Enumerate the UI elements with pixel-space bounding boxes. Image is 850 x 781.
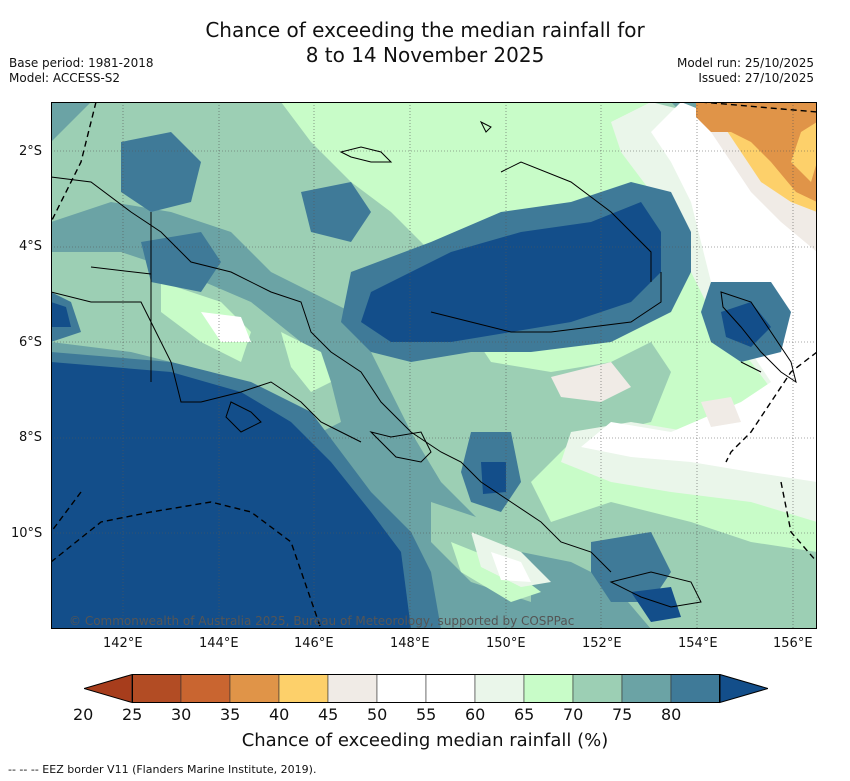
colorbar-tick-label: 50 (367, 705, 388, 724)
colorbar-tick-label: 30 (171, 705, 192, 724)
colorbar-tick-label: 20 (73, 705, 94, 724)
colorbar-tick-label: 45 (318, 705, 339, 724)
colorbar-cell (278, 674, 329, 703)
colorbar-cell (523, 674, 574, 703)
region-80-c (51, 302, 71, 327)
lon-label-142e: 142°E (103, 636, 143, 651)
lon-label-148e: 148°E (390, 636, 430, 651)
region-80-e (481, 462, 506, 494)
colorbar-cell (425, 674, 476, 703)
region-60-c (281, 332, 331, 392)
region-80-b (51, 362, 411, 629)
region-75-g (591, 532, 671, 602)
lon-label-154e: 154°E (678, 636, 718, 651)
colorbar-frame (132, 674, 720, 703)
region-75-d (121, 132, 201, 212)
region-30 (696, 102, 817, 202)
lon-label-150e: 150°E (486, 636, 526, 651)
lat-label-8s: 8°S (19, 430, 43, 445)
colorbar-cell (131, 674, 182, 703)
region-80-f (631, 587, 681, 622)
eez-footnote: -- -- -- EEZ border V11 (Flanders Marine… (8, 763, 317, 776)
graticule (51, 102, 817, 629)
colorbar-extend-high (719, 674, 768, 704)
lon-label-152e: 152°E (582, 636, 622, 651)
region-75-i (301, 182, 371, 242)
colorbar-cell (474, 674, 525, 703)
title-line-1: Chance of exceeding the median rainfall … (205, 18, 645, 42)
colorbar-tick-label: 80 (661, 705, 682, 724)
colorbar-cell (572, 674, 623, 703)
lat-label-6s: 6°S (19, 335, 43, 350)
region-50-c (491, 552, 531, 582)
region-80-a (361, 202, 661, 342)
colorbar-cell (180, 674, 231, 703)
colorbar-tick-label: 60 (465, 705, 486, 724)
lon-label-146e: 146°E (294, 636, 334, 651)
lat-label-4s: 4°S (19, 239, 43, 254)
colorbar-title: Chance of exceeding median rainfall (%) (241, 730, 609, 751)
region-45-b (551, 362, 631, 402)
lat-label-10s: 10°S (11, 526, 43, 541)
lon-label-156e: 156°E (773, 636, 813, 651)
rainfall-map (51, 102, 817, 629)
colorbar-tick-label: 65 (514, 705, 535, 724)
colorbar-cell (670, 674, 721, 703)
model-run: Model run: 25/10/2025 (676, 56, 814, 70)
colorbar-tick-label: 25 (122, 705, 143, 724)
map-frame (51, 102, 817, 629)
chart-title: Chance of exceeding the median rainfall … (0, 18, 850, 68)
colorbar-cell (327, 674, 378, 703)
colorbar-tick-label: 55 (416, 705, 437, 724)
issued-date: Issued: 27/10/2025 (698, 71, 814, 85)
colorbar-cell (229, 674, 280, 703)
colorbar-tick-label: 70 (563, 705, 584, 724)
lat-label-2s: 2°S (19, 144, 43, 159)
colorbar-cell (376, 674, 427, 703)
region-45-c (701, 397, 741, 427)
colorbar (84, 674, 768, 704)
region-50-b (201, 312, 251, 342)
lon-label-144e: 144°E (199, 636, 239, 651)
coastlines (51, 120, 797, 608)
eez-borders (51, 102, 817, 629)
title-line-2: 8 to 14 November 2025 (305, 43, 545, 67)
colorbar-extend-low (84, 674, 133, 704)
meta-left: Base period: 1981-2018 Model: ACCESS-S2 (9, 56, 154, 86)
base-period: Base period: 1981-2018 (9, 56, 154, 70)
colorbar-cell (621, 674, 672, 703)
colorbar-tick-label: 40 (269, 705, 290, 724)
copyright-notice: © Commonwealth of Australia 2025, Bureau… (69, 614, 575, 628)
colorbar-tick-label: 35 (220, 705, 241, 724)
meta-right: Model run: 25/10/2025 Issued: 27/10/2025 (677, 56, 814, 86)
model-name: Model: ACCESS-S2 (9, 71, 121, 85)
colorbar-tick-label: 75 (612, 705, 633, 724)
